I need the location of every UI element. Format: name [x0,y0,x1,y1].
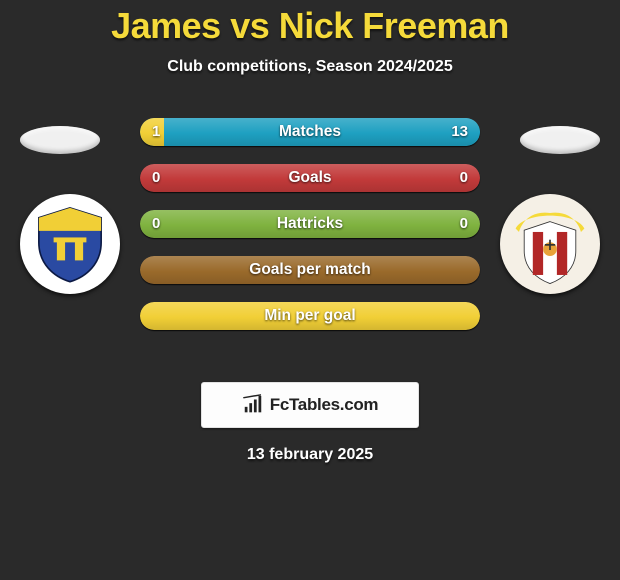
stat-bar: Goals per match [140,256,480,284]
comparison-stage: Matches113 Goals00 Hattricks00 Goals per ma… [0,108,620,368]
page-title: James vs Nick Freeman [0,0,620,46]
right-club-crest [500,194,600,294]
left-country-flag [20,126,100,154]
stat-bar: Goals00 [140,164,480,192]
snapshot-date: 13 february 2025 [0,446,620,464]
bar-base [140,210,480,238]
bar-base [140,302,480,330]
stat-bar: Min per goal [140,302,480,330]
right-country-flag [520,126,600,154]
brand-text: FcTables.com [270,395,379,415]
bar-base [140,256,480,284]
shield-icon [29,203,111,285]
comparison-panel: James vs Nick Freeman Club competitions,… [0,0,620,580]
chart-bar-icon [242,394,264,416]
bar-fill-left [140,118,164,146]
stats-bars: Matches113 Goals00 Hattricks00 Goals per ma… [140,118,480,348]
brand-badge: FcTables.com [201,382,419,428]
subtitle: Club competitions, Season 2024/2025 [0,58,620,76]
stat-bar: Hattricks00 [140,210,480,238]
ornate-crest-icon [507,201,593,287]
bar-base [140,164,480,192]
stat-bar: Matches113 [140,118,480,146]
bar-fill-right [164,118,480,146]
left-club-crest [20,194,120,294]
